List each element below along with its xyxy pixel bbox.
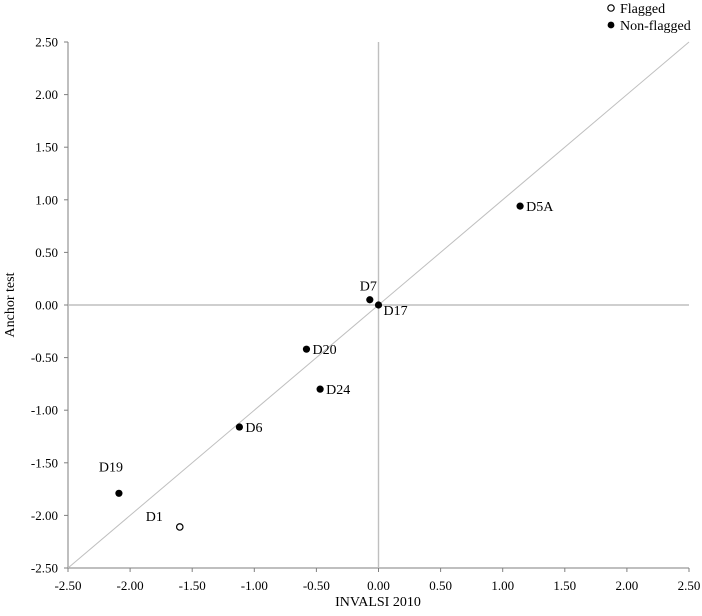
y-tick-label: -2.50	[31, 561, 58, 576]
point-label-d24: D24	[326, 383, 350, 398]
x-tick-label: -2.50	[54, 578, 81, 593]
x-tick-label: -2.00	[117, 578, 144, 593]
y-tick-label: -0.50	[31, 350, 58, 365]
point-d19	[115, 489, 123, 497]
y-tick-label: 1.50	[35, 140, 58, 155]
y-tick-label: -1.00	[31, 403, 58, 418]
x-tick-label: 1.00	[491, 578, 514, 593]
point-d6	[235, 423, 243, 431]
point-label-d19: D19	[99, 460, 123, 475]
point-label-d7: D7	[360, 280, 377, 295]
point-d17	[374, 301, 383, 309]
y-tick-label: -2.00	[31, 508, 58, 523]
x-tick-label: -1.00	[241, 578, 268, 593]
point-label-d20: D20	[312, 343, 336, 358]
x-axis-title: INVALSI 2010	[335, 595, 421, 610]
point-d24	[316, 385, 324, 393]
x-tick-label: 0.00	[367, 578, 390, 593]
x-tick-label: -0.50	[303, 578, 330, 593]
y-tick-label: 1.00	[35, 192, 58, 207]
point-d1	[175, 523, 184, 531]
x-tick-label: 2.50	[678, 578, 701, 593]
point-label-d1: D1	[146, 510, 163, 525]
x-tick-label: 2.00	[616, 578, 639, 593]
y-tick-label: 0.00	[35, 298, 58, 313]
x-tick-label: -1.50	[179, 578, 206, 593]
point-d5a	[516, 202, 524, 210]
legend-flagged-label: Flagged	[620, 2, 665, 17]
point-label-d5a: D5A	[526, 200, 554, 215]
y-tick-label: 2.50	[35, 35, 58, 50]
point-d7	[366, 296, 374, 304]
y-tick-label: 2.00	[35, 87, 58, 102]
x-tick-label: 0.50	[429, 578, 452, 593]
y-tick-label: -1.50	[31, 455, 58, 470]
legend-non-flagged-label: Non-flagged	[620, 19, 691, 34]
legend-non-flagged-marker	[607, 21, 615, 29]
x-tick-label: 1.50	[553, 578, 576, 593]
legend-flagged-marker	[607, 4, 615, 12]
y-axis-title: Anchor test	[3, 272, 18, 337]
point-d20	[302, 345, 311, 353]
y-tick-label: 0.50	[35, 245, 58, 260]
point-label-d6: D6	[245, 421, 262, 436]
point-label-d17: D17	[384, 304, 408, 319]
